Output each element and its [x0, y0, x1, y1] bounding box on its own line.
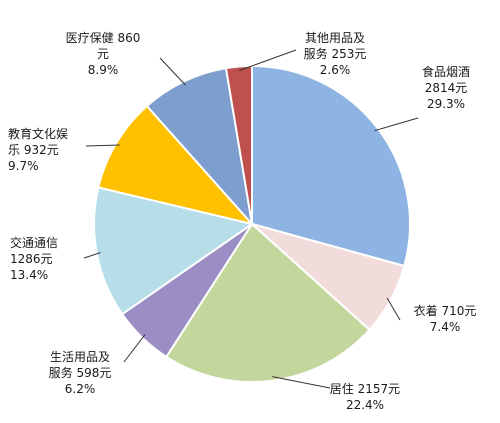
label-other: 其他用品及 服务 253元 2.6%	[303, 31, 367, 77]
label-clothing: 衣着 710元 7.4%	[413, 304, 477, 334]
label-housing: 居住 2157元 22.4%	[329, 382, 401, 412]
label-education: 教育文化娱 乐 932元 9.7%	[8, 127, 69, 173]
leader-line-2	[272, 376, 331, 389]
leader-line-6	[159, 57, 186, 86]
label-education-line2: 乐	[8, 143, 21, 157]
label-transport: 交通通信 1286元 13.4%	[10, 236, 59, 282]
label-education-line1: 教育文化娱	[8, 127, 69, 141]
leader-line-7	[239, 49, 297, 71]
leader-line-0	[374, 117, 419, 132]
label-medical: 医疗保健 860 元 8.9%	[65, 31, 141, 77]
label-other-line2: 服务	[303, 47, 328, 61]
label-daily-goods: 生活用品及 服务 598元 6.2%	[48, 350, 112, 396]
pie-slice-2	[164, 222, 371, 383]
label-medical-value: 860	[117, 31, 141, 45]
pie-slice-0	[251, 64, 411, 268]
leader-line-1	[386, 297, 401, 321]
label-other-line1: 其他用品及	[304, 31, 365, 45]
leader-line-4	[83, 252, 101, 259]
pie-slice-5	[97, 104, 255, 226]
leader-line-3	[123, 334, 146, 363]
label-medical-unit: 元	[96, 47, 109, 61]
leader-line-5	[85, 144, 120, 147]
pie-slice-6	[145, 67, 254, 228]
label-food: 食品烟酒 2814元 29.3%	[421, 65, 470, 111]
label-daily-goods-line2: 服务	[48, 366, 73, 380]
label-daily-goods-line1: 生活用品及	[49, 350, 110, 364]
